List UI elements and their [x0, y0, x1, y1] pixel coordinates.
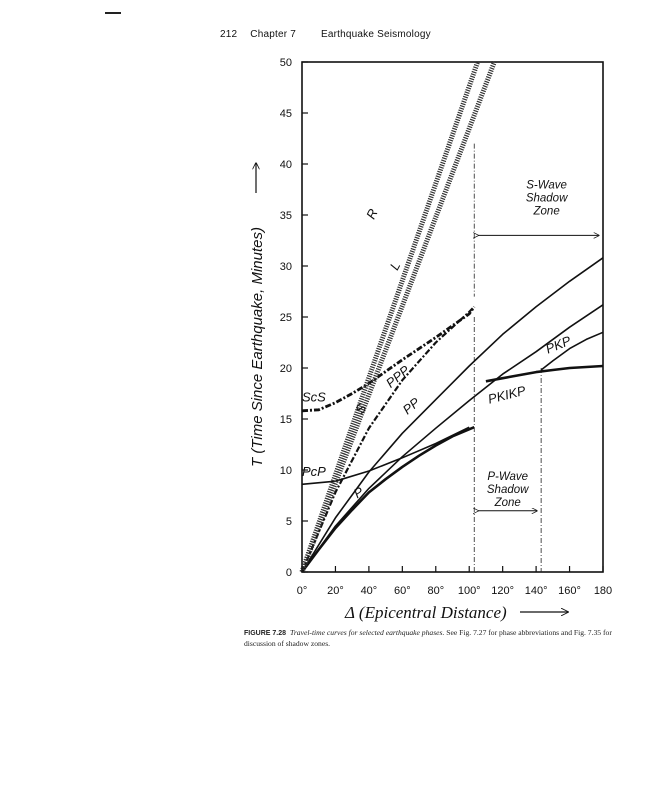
series-pkp-line	[540, 331, 604, 371]
shadow-zone-label: P-Wave	[487, 471, 528, 483]
y-tick-label: 0	[286, 567, 292, 579]
phase-label-pkp: PKP	[543, 333, 573, 357]
series-r-line	[299, 61, 480, 573]
page-mark	[105, 12, 121, 14]
y-tick-label: 5	[286, 516, 292, 528]
series-l-line	[299, 61, 497, 573]
caption-label: FIGURE 7.28	[244, 630, 287, 637]
shadow-zone-label: Shadow	[487, 484, 529, 496]
series-pkikp-line	[485, 364, 604, 383]
caption-italic: Travel-time curves for selected earthqua…	[290, 628, 445, 637]
y-tick-label: 20	[280, 363, 292, 375]
x-tick-label: 0°	[297, 585, 308, 597]
series-pp-line	[301, 304, 604, 573]
y-tick-label: 50	[280, 57, 292, 69]
shadow-zone-label: S-Wave	[526, 179, 567, 191]
y-tick-label: 45	[280, 108, 292, 120]
phase-label-pkikp: PKIKP	[486, 383, 527, 407]
page-number: 212	[220, 29, 238, 40]
series-pcp-line	[301, 426, 470, 486]
series-p-line	[300, 426, 475, 573]
chapter-number: Chapter 7	[250, 29, 296, 40]
shadow-zone-label: Zone	[533, 205, 560, 217]
caption-text: See Fig. 7.27 for phase abbreviations an…	[244, 628, 612, 648]
page-header: 212 Chapter 7 Earthquake Seismology	[220, 29, 431, 40]
shadow-zone-label: Shadow	[526, 192, 568, 204]
x-tick-label: 20°	[327, 585, 344, 597]
y-tick-label: 40	[280, 159, 292, 171]
y-axis-title: T (Time Since Earthquake, Minutes)	[249, 227, 266, 467]
y-tick-label: 25	[280, 312, 292, 324]
phase-label-scs: ScS	[302, 390, 326, 405]
x-tick-label: 80°	[427, 585, 444, 597]
phase-label-r: R	[363, 206, 381, 221]
figure-caption: FIGURE 7.28 Travel-time curves for select…	[244, 628, 614, 649]
x-axis-title: Δ (Epicentral Distance)	[344, 603, 507, 622]
x-tick-label: 100°	[458, 585, 481, 597]
phase-label-pcp: PcP	[302, 464, 326, 479]
x-tick-label: 40°	[361, 585, 378, 597]
x-tick-label: 60°	[394, 585, 411, 597]
chapter-title: Earthquake Seismology	[320, 29, 431, 40]
y-tick-label: 15	[280, 414, 292, 426]
y-tick-label: 10	[280, 465, 292, 477]
phase-label-l: L	[387, 259, 404, 272]
phase-label-pp: PP	[400, 394, 423, 417]
y-tick-label: 30	[280, 261, 292, 273]
x-tick-label: 120°	[491, 585, 514, 597]
y-tick-label: 35	[280, 210, 292, 222]
x-tick-label: 140°	[525, 585, 548, 597]
x-tick-label: 180	[594, 585, 612, 597]
shadow-zone-label: Zone	[494, 497, 521, 509]
series-ppp-line	[301, 257, 604, 573]
x-tick-label: 160°	[558, 585, 581, 597]
